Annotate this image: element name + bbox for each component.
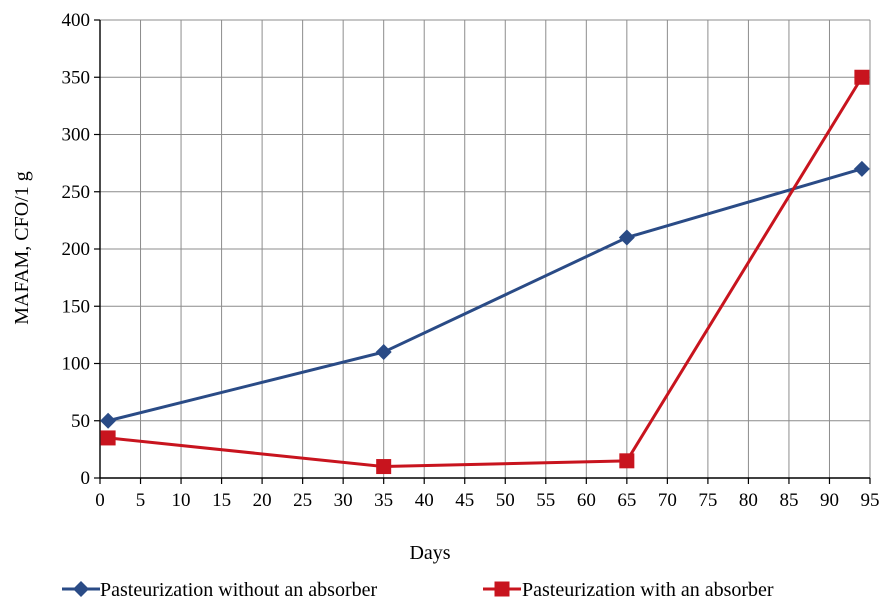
y-axis-title: MAFAM, CFO/1 g bbox=[11, 171, 33, 325]
x-tick-label: 95 bbox=[861, 490, 880, 511]
series-1 bbox=[100, 160, 870, 429]
y-tick-label: 350 bbox=[62, 67, 91, 88]
x-tick-label: 75 bbox=[698, 490, 717, 511]
x-tick-label: 60 bbox=[577, 490, 596, 511]
x-tick-label: 25 bbox=[293, 490, 312, 511]
x-tick-label: 5 bbox=[136, 490, 146, 511]
x-tick-label: 50 bbox=[496, 490, 515, 511]
series-line bbox=[107, 76, 864, 469]
x-tick-label: 35 bbox=[374, 490, 393, 511]
x-tick-label: 10 bbox=[172, 490, 191, 511]
x-tick-label: 45 bbox=[455, 490, 474, 511]
x-tick-label: 55 bbox=[536, 490, 555, 511]
x-tick-label: 65 bbox=[617, 490, 636, 511]
grid bbox=[100, 19, 871, 478]
y-tick-label: 250 bbox=[62, 182, 91, 203]
y-tick-label: 150 bbox=[62, 296, 91, 317]
y-tick-labels: 0 50 100 150 200 250 300 350 400 bbox=[62, 10, 91, 489]
legend-label: Pasteurization without an absorber bbox=[100, 579, 377, 601]
x-tick-label: 70 bbox=[658, 490, 677, 511]
data-point bbox=[100, 412, 117, 429]
y-tick-label: 0 bbox=[81, 468, 91, 489]
series-layer bbox=[100, 69, 870, 475]
legend: Pasteurization without an absorber Pasteu… bbox=[62, 579, 774, 601]
x-tick-label: 20 bbox=[253, 490, 272, 511]
x-tick-labels: 0 5 10 15 20 25 30 35 40 45 50 55 60 65 70 75 80 85 90 95 bbox=[95, 490, 879, 511]
x-tick-label: 85 bbox=[779, 490, 798, 511]
y-tick-label: 300 bbox=[62, 125, 91, 146]
y-tick-label: 400 bbox=[62, 10, 91, 31]
legend-marker bbox=[73, 581, 89, 597]
data-point bbox=[853, 160, 870, 177]
y-tick-label: 100 bbox=[62, 354, 91, 375]
data-point bbox=[619, 453, 635, 469]
y-tick-label: 200 bbox=[62, 239, 91, 260]
x-tick-label: 0 bbox=[95, 490, 105, 511]
data-point bbox=[854, 69, 870, 85]
legend-label: Pasteurization with an absorber bbox=[522, 579, 774, 601]
data-point bbox=[375, 344, 392, 361]
x-tick-label: 30 bbox=[334, 490, 353, 511]
legend-item-1: Pasteurization without an absorber bbox=[62, 579, 377, 601]
data-point bbox=[618, 229, 635, 246]
x-tick-label: 15 bbox=[212, 490, 231, 511]
data-point bbox=[100, 430, 116, 446]
axes bbox=[94, 19, 871, 484]
x-tick-label: 40 bbox=[415, 490, 434, 511]
legend-marker bbox=[494, 581, 510, 597]
y-tick-label: 50 bbox=[71, 411, 90, 432]
series-line bbox=[107, 167, 863, 423]
series-2 bbox=[100, 69, 870, 475]
legend-item-2: Pasteurization with an absorber bbox=[483, 579, 774, 601]
x-tick-label: 90 bbox=[820, 490, 839, 511]
x-axis-title: Days bbox=[409, 542, 450, 564]
data-point bbox=[376, 459, 392, 475]
x-tick-label: 80 bbox=[739, 490, 758, 511]
